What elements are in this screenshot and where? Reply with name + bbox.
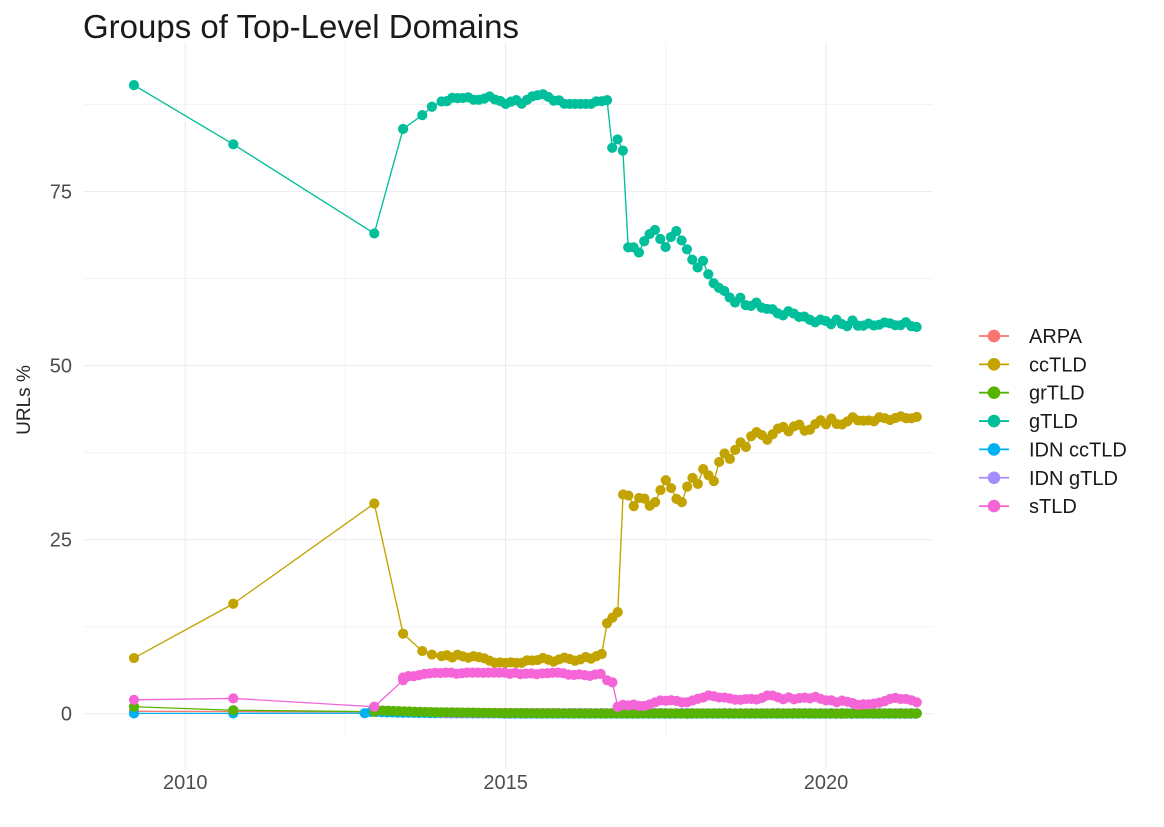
svg-text:URLs %: URLs % — [14, 365, 35, 435]
svg-text:ARPA: ARPA — [1029, 326, 1083, 348]
svg-text:2015: 2015 — [483, 772, 528, 794]
svg-text:IDN ccTLD: IDN ccTLD — [1029, 439, 1127, 461]
svg-text:25: 25 — [50, 530, 72, 552]
svg-text:gTLD: gTLD — [1029, 411, 1078, 433]
svg-text:IDN gTLD: IDN gTLD — [1029, 468, 1118, 490]
svg-text:2020: 2020 — [804, 772, 849, 794]
svg-text:75: 75 — [50, 182, 72, 204]
svg-text:grTLD: grTLD — [1029, 383, 1085, 405]
svg-text:50: 50 — [50, 356, 72, 378]
svg-text:0: 0 — [61, 704, 72, 726]
svg-text:ccTLD: ccTLD — [1029, 354, 1087, 376]
svg-text:sTLD: sTLD — [1029, 496, 1077, 518]
svg-text:2010: 2010 — [163, 772, 208, 794]
